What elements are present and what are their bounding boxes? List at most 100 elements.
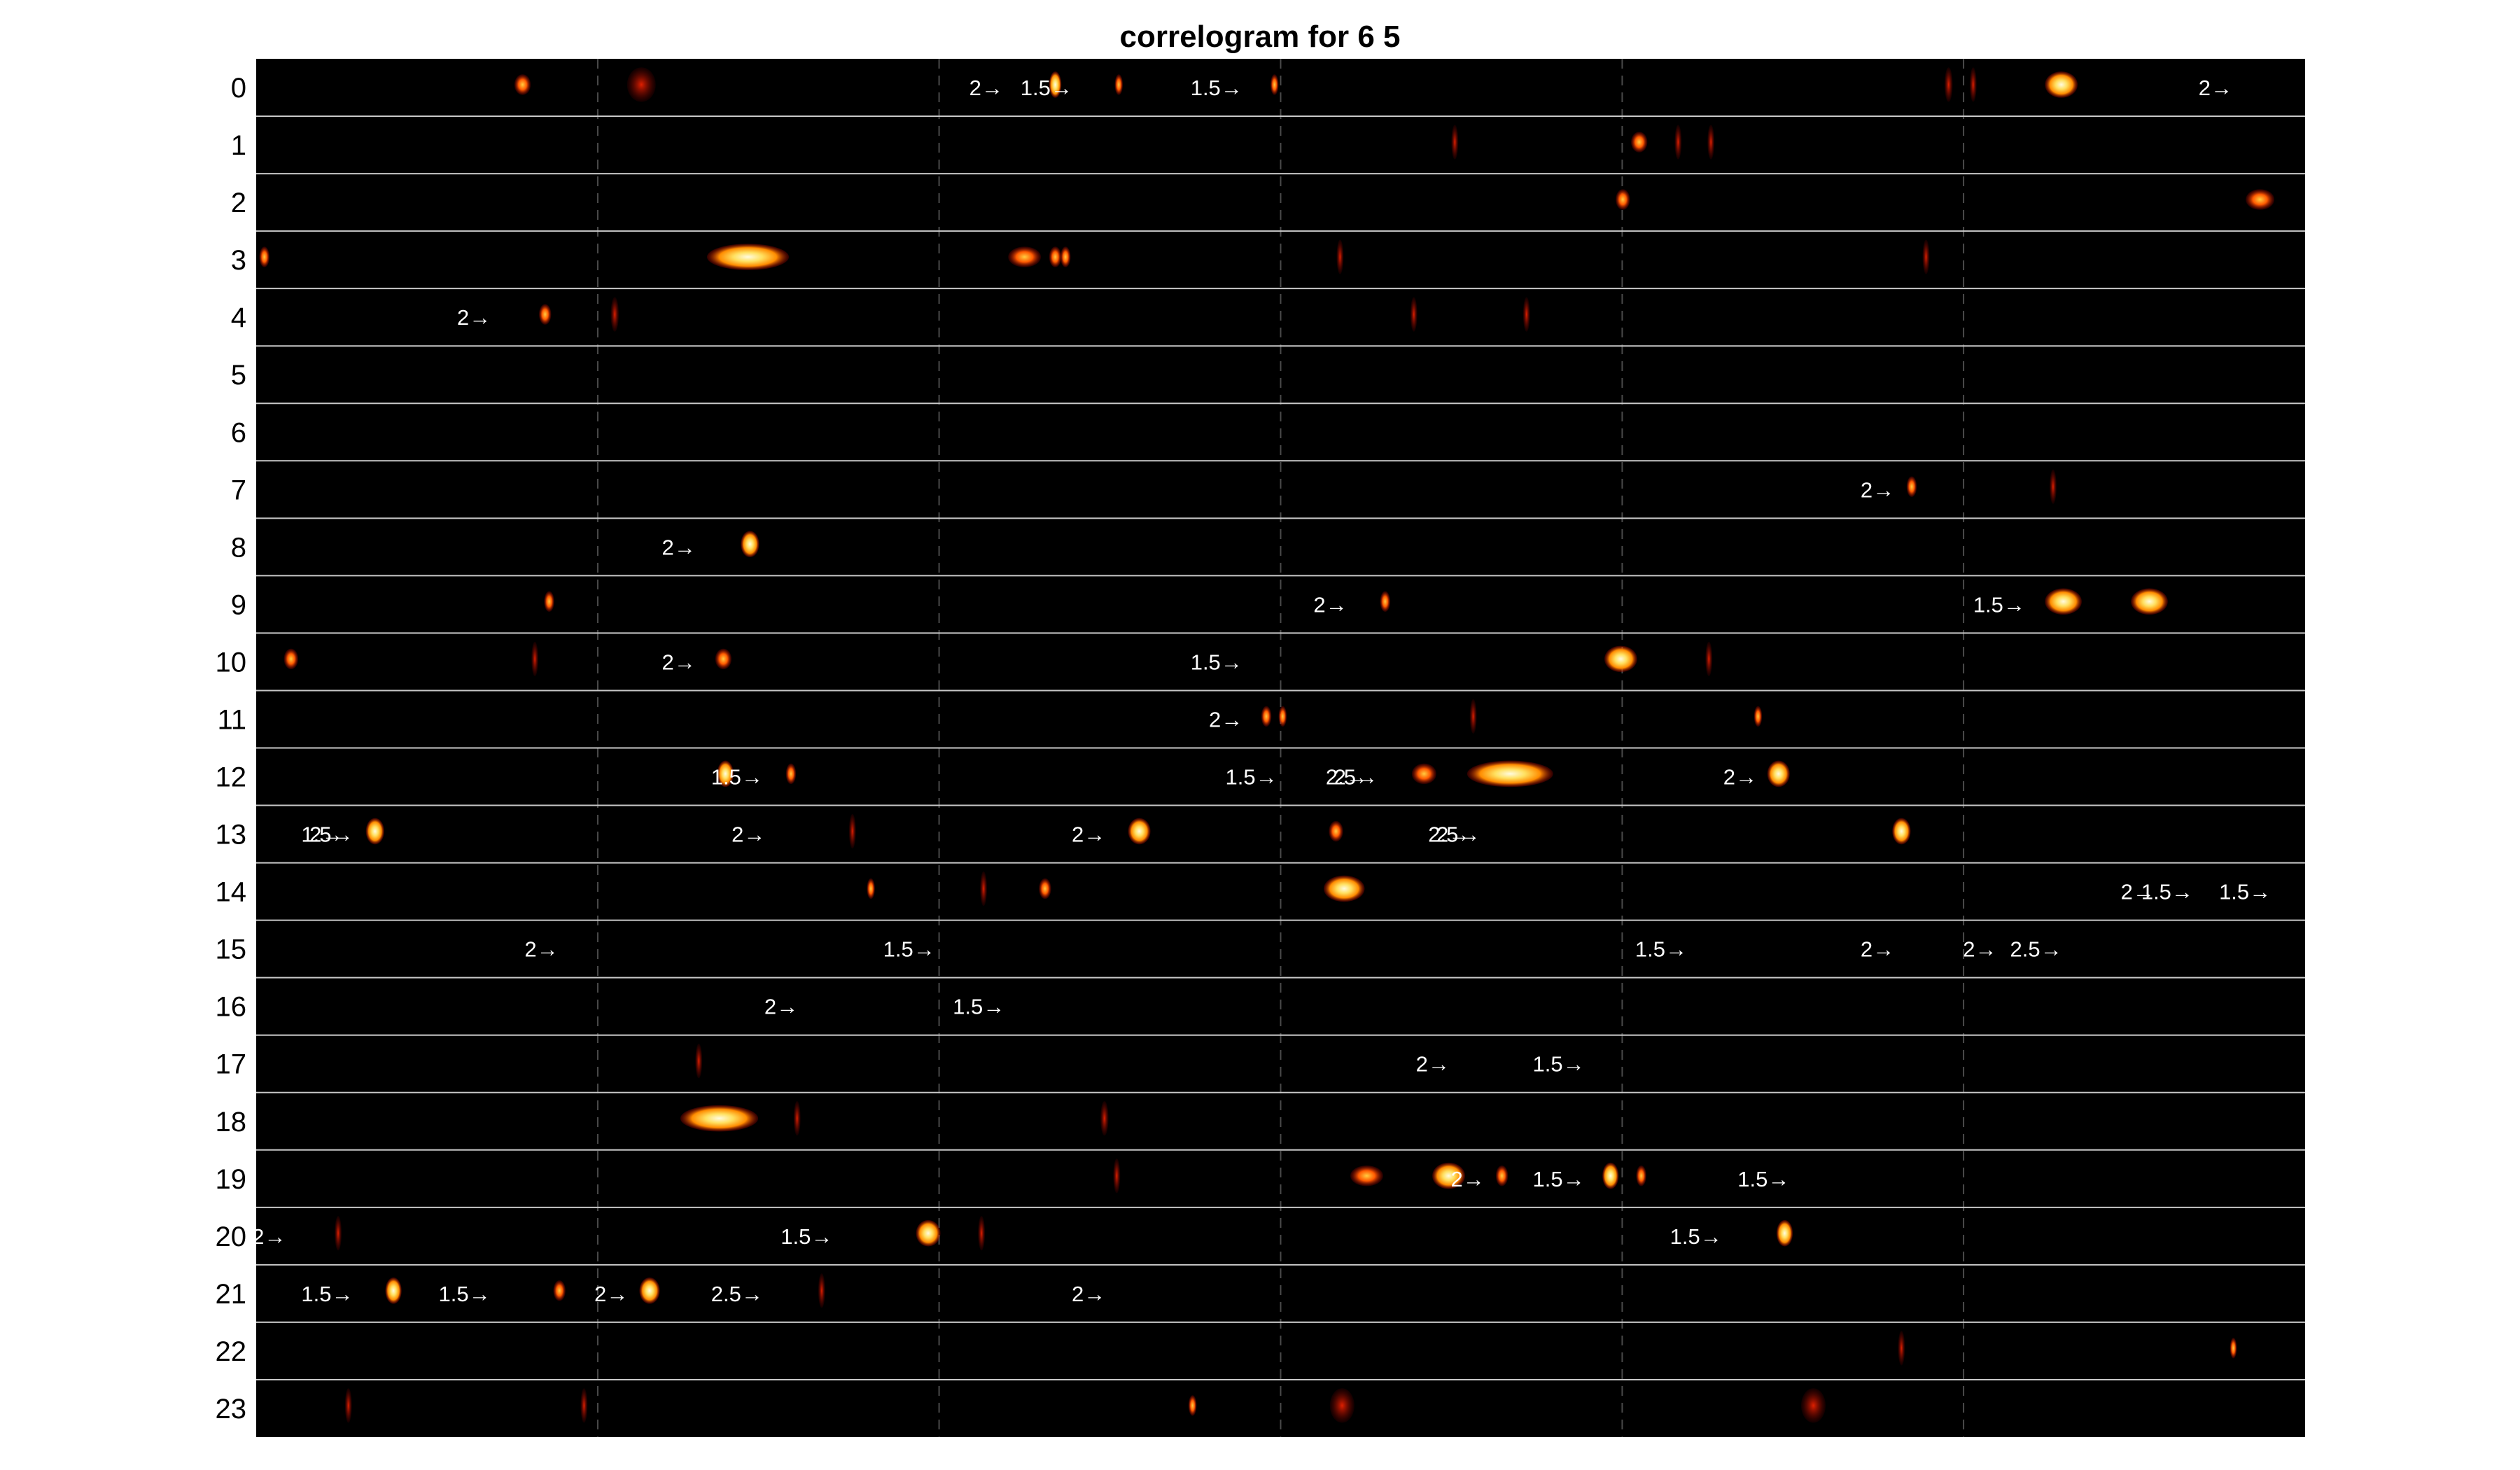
heat-blob <box>2230 1338 2237 1359</box>
heat-blob <box>580 1388 588 1423</box>
row-label: 22 <box>216 1336 247 1367</box>
lag-annotation: 1.5→ <box>1225 765 1277 790</box>
lag-annotation: 2→ <box>1450 1167 1484 1191</box>
heat-blob <box>1008 246 1042 267</box>
heat-blob <box>1604 645 1637 673</box>
heat-blob <box>1350 1165 1383 1186</box>
row-label: 20 <box>216 1222 247 1252</box>
row-label: 9 <box>231 589 246 620</box>
heat-blob <box>2049 469 2057 504</box>
row-label: 21 <box>216 1279 247 1310</box>
heat-blob <box>1466 760 1553 788</box>
lag-annotation: 1.5→ <box>301 822 353 847</box>
heat-blob <box>1411 763 1436 785</box>
lag-annotation: 2→ <box>1861 477 1894 502</box>
heat-blob <box>1969 67 1977 102</box>
heat-blob <box>1432 1162 1465 1189</box>
heat-blob <box>639 1277 660 1304</box>
lag-annotation: 2→ <box>1072 822 1105 847</box>
lag-annotation: 1.5→ <box>883 937 935 962</box>
heat-blob <box>978 1216 986 1251</box>
heat-blob <box>1892 818 1911 845</box>
lag-annotation: 2→ <box>1313 592 1347 617</box>
heat-blob <box>1705 641 1713 676</box>
row-label: 0 <box>231 73 246 104</box>
lag-annotation: 2→ <box>1072 1282 1105 1306</box>
lag-annotation: 1.5→ <box>1533 1167 1585 1191</box>
heat-blob <box>1451 125 1459 160</box>
lag-annotation: 1.5→ <box>2141 880 2193 904</box>
heat-blob <box>531 641 539 676</box>
row-label: 17 <box>216 1049 247 1080</box>
lag-annotation: 1.5→ <box>1635 937 1687 962</box>
lag-annotation: 2→ <box>764 995 798 1019</box>
lag-annotation: 2→ <box>2199 76 2232 100</box>
heat-blob <box>514 74 531 95</box>
lag-annotation: 2.5→ <box>2010 937 2062 962</box>
heat-blob <box>259 246 270 267</box>
row-label: 18 <box>216 1107 247 1138</box>
lag-annotation: 2→ <box>969 76 1003 100</box>
lag-annotation: 2→ <box>1209 707 1242 732</box>
lag-annotation: 2→ <box>1861 937 1894 962</box>
row-label: 11 <box>217 704 246 735</box>
lag-annotation: 2→ <box>594 1282 628 1306</box>
heat-blob <box>1329 820 1343 842</box>
heat-blob <box>1278 706 1287 727</box>
heat-blob <box>1270 74 1279 95</box>
heat-blob <box>706 244 790 270</box>
row-label: 19 <box>216 1164 247 1195</box>
row-label: 3 <box>231 245 246 276</box>
row-label: 15 <box>216 934 247 965</box>
lag-annotation: 1.5→ <box>711 765 763 790</box>
heat-blob <box>1113 1158 1121 1194</box>
lag-annotation: 1.5→ <box>780 1224 832 1249</box>
heat-blob <box>1898 1331 1905 1366</box>
lag-annotation: 1.5→ <box>2219 880 2271 904</box>
heat-blob <box>1776 1219 1793 1247</box>
heat-blob <box>717 760 734 788</box>
heat-blob <box>1336 239 1344 274</box>
lag-annotation: 2→ <box>524 937 558 962</box>
heat-blob <box>1767 760 1790 788</box>
lag-annotation: 2→ <box>662 535 696 559</box>
heat-blob <box>1602 1162 1619 1189</box>
lag-annotation: 2.5→ <box>1326 765 1378 790</box>
heat-blob <box>1188 1395 1197 1416</box>
heat-blob <box>1261 706 1272 727</box>
row-label: 5 <box>231 360 246 391</box>
lag-annotation: 2→ <box>309 822 343 847</box>
row-label: 12 <box>216 762 247 793</box>
lag-annotation: 1.5→ <box>301 1282 353 1306</box>
heat-blob <box>365 818 384 845</box>
lag-annotation: 1.5→ <box>953 995 1004 1019</box>
row-label: 2 <box>231 188 246 218</box>
heat-blob <box>335 1216 342 1251</box>
heat-blob <box>1800 1388 1826 1423</box>
lag-annotation: 2→ <box>1334 765 1368 790</box>
heat-blob <box>1495 1165 1508 1186</box>
lag-annotation: 2→ <box>1436 822 1470 847</box>
row-label: 14 <box>216 877 247 908</box>
heat-blob <box>1616 189 1630 210</box>
heat-blob <box>544 591 554 612</box>
heat-blob <box>1674 125 1682 160</box>
lag-annotation: 1.5→ <box>1670 1224 1722 1249</box>
heat-blob <box>1100 1101 1109 1136</box>
lag-annotation: 2→ <box>732 822 765 847</box>
lag-annotation: 1.5→ <box>1973 592 2025 617</box>
heat-blob <box>1906 476 1917 497</box>
heat-blob <box>916 1219 941 1247</box>
lag-annotation: 1.5→ <box>1737 1167 1789 1191</box>
lag-annotation: 2→ <box>457 305 491 330</box>
heat-blob <box>284 648 299 670</box>
lag-annotation: 2→ <box>1723 765 1757 790</box>
lag-annotation: 1.5→ <box>1021 76 1072 100</box>
lag-annotation: 1.5→ <box>439 1282 491 1306</box>
heat-blob <box>818 1273 825 1308</box>
heat-blob <box>1522 297 1530 332</box>
heat-blob <box>1380 591 1391 612</box>
heat-blob <box>1114 74 1124 95</box>
heat-blob <box>1922 239 1930 274</box>
